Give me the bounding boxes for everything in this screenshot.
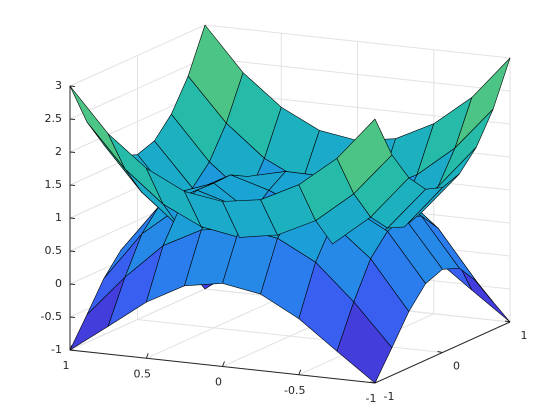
z-tick-label: 3 bbox=[55, 79, 62, 92]
z-tick-label: 0 bbox=[55, 277, 62, 290]
x-tick-label: -0.5 bbox=[284, 384, 305, 397]
x-tick-label: 1 bbox=[63, 359, 70, 372]
z-tick bbox=[69, 118, 76, 120]
x-tick bbox=[298, 369, 302, 375]
z-tick-label: -0.5 bbox=[41, 310, 62, 323]
x-tick bbox=[145, 353, 149, 359]
y-tick bbox=[504, 320, 511, 323]
z-tick bbox=[69, 85, 76, 87]
x-tick-label: 0 bbox=[215, 376, 222, 389]
z-tick bbox=[69, 151, 76, 153]
x-tick-label: -1 bbox=[366, 392, 377, 405]
y-tick-label: -1 bbox=[384, 390, 395, 403]
x-tick-label: 0.5 bbox=[134, 367, 152, 380]
z-tick-label: -1 bbox=[51, 343, 62, 356]
surface-patch bbox=[336, 301, 393, 384]
z-tick bbox=[69, 250, 76, 252]
z-tick bbox=[69, 349, 76, 351]
z-tick bbox=[69, 217, 76, 219]
surface-patch bbox=[336, 118, 393, 194]
grid-line bbox=[69, 57, 511, 120]
z-tick-label: 1 bbox=[55, 211, 62, 224]
z-tick-label: 1.5 bbox=[45, 178, 63, 191]
z-tick bbox=[69, 184, 76, 186]
z-tick-label: 2 bbox=[55, 145, 62, 158]
x-tick bbox=[222, 361, 225, 367]
y-tick bbox=[437, 351, 443, 353]
y-tick-label: 1 bbox=[521, 329, 528, 342]
surface-patch bbox=[454, 57, 511, 149]
y-tick bbox=[369, 381, 376, 384]
z-tick bbox=[69, 316, 76, 318]
z-tick-label: 0.5 bbox=[45, 244, 63, 257]
grid-line bbox=[69, 24, 511, 87]
surface-patch bbox=[69, 85, 126, 170]
z-tick-label: 2.5 bbox=[45, 112, 63, 125]
y-tick-label: 0 bbox=[453, 360, 460, 373]
z-tick bbox=[69, 283, 76, 285]
